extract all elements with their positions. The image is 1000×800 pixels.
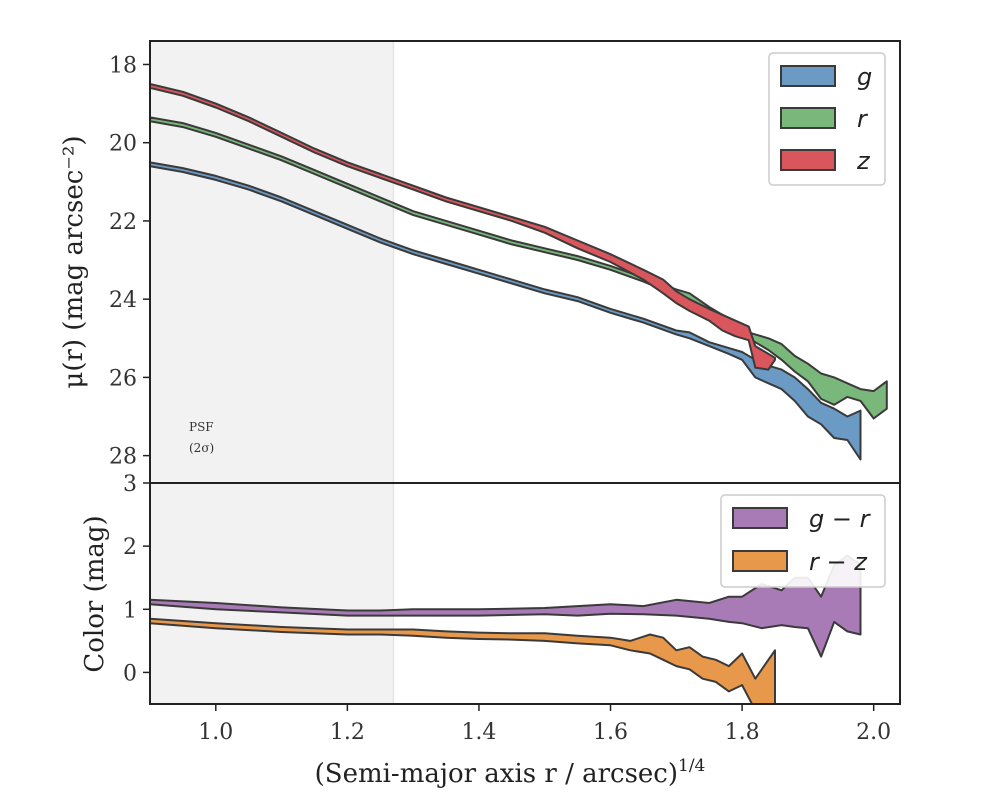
y-top-tick-label-18: 18 xyxy=(109,53,137,78)
legend-top-swatch-1 xyxy=(780,107,836,129)
y-top-tick-label-20: 20 xyxy=(109,132,137,157)
legend-bottom-label-1: r − z xyxy=(809,548,868,576)
legend-top-label-1: r xyxy=(857,105,869,133)
y-top-tick-label-28: 28 xyxy=(109,445,137,470)
y-axis-ticks-lower: 0 1 2 3 xyxy=(123,472,150,686)
y-top-tick-label-26: 26 xyxy=(109,366,137,391)
y-axis-label-color: Color (mag) xyxy=(80,515,110,672)
band-rz xyxy=(150,617,776,704)
bottom-axes-frame xyxy=(149,482,901,705)
y-top-tick-label-24: 24 xyxy=(109,288,137,313)
psf-label: PSF xyxy=(189,420,214,434)
psf-sigma-label: (2σ) xyxy=(189,441,214,455)
y-top-tick-label-22: 22 xyxy=(109,210,137,235)
color-panel: 0 1 2 3 1.0 1.2 1.4 1.6 1.8 2.0 g − r r − z Color… xyxy=(80,472,901,745)
band-z xyxy=(150,83,776,371)
legend-top-swatch-2 xyxy=(780,149,836,171)
legend-bottom-swatch-0 xyxy=(732,507,788,529)
profile-bands xyxy=(150,83,888,461)
y-axis-label-surface-brightness: μ(r) (mag arcsec⁻²) xyxy=(59,135,89,388)
legend-colors: g − r r − z xyxy=(720,494,886,588)
surface-brightness-panel: PSF (2σ) 18 20 22 24 26 28 grz μ(r) (mag arcs… xyxy=(59,40,901,484)
y-bottom-tick-label-3: 3 xyxy=(123,472,137,497)
color-bands xyxy=(150,554,862,704)
legend-top-swatch-0 xyxy=(780,65,836,87)
psf-region-lower xyxy=(150,483,394,704)
y-bottom-tick-label-1: 1 xyxy=(123,598,137,623)
x-axis-label-exponent: 1/4 xyxy=(678,756,705,776)
x-axis-ticks: 1.0 1.2 1.4 1.6 1.8 2.0 xyxy=(198,704,891,745)
legend-bottom-label-0: g − r xyxy=(809,505,872,533)
y-bottom-tick-label-0: 0 xyxy=(123,661,137,686)
band-g xyxy=(150,161,862,461)
band-r xyxy=(150,116,888,420)
x-tick-label-1: 1.2 xyxy=(330,720,365,745)
x-tick-label-3: 1.6 xyxy=(593,720,628,745)
x-axis-label-text: (Semi-major axis r / arcsec) xyxy=(315,759,678,789)
x-tick-label-4: 1.8 xyxy=(725,720,760,745)
legend-bands: grz xyxy=(768,52,886,186)
psf-region xyxy=(150,41,394,483)
legend-top-label-2: z xyxy=(856,147,871,175)
x-tick-label-2: 1.4 xyxy=(461,720,496,745)
band-gr xyxy=(150,554,862,658)
legend-top-label-0: g xyxy=(857,63,872,91)
y-axis-ticks: 18 20 22 24 26 28 xyxy=(109,53,150,470)
x-tick-label-5: 2.0 xyxy=(856,720,891,745)
x-tick-label-0: 1.0 xyxy=(198,720,233,745)
legend-bottom-swatch-1 xyxy=(732,550,788,572)
x-axis-label: (Semi-major axis r / arcsec)1/4 xyxy=(315,756,706,789)
y-bottom-tick-label-2: 2 xyxy=(123,535,137,560)
